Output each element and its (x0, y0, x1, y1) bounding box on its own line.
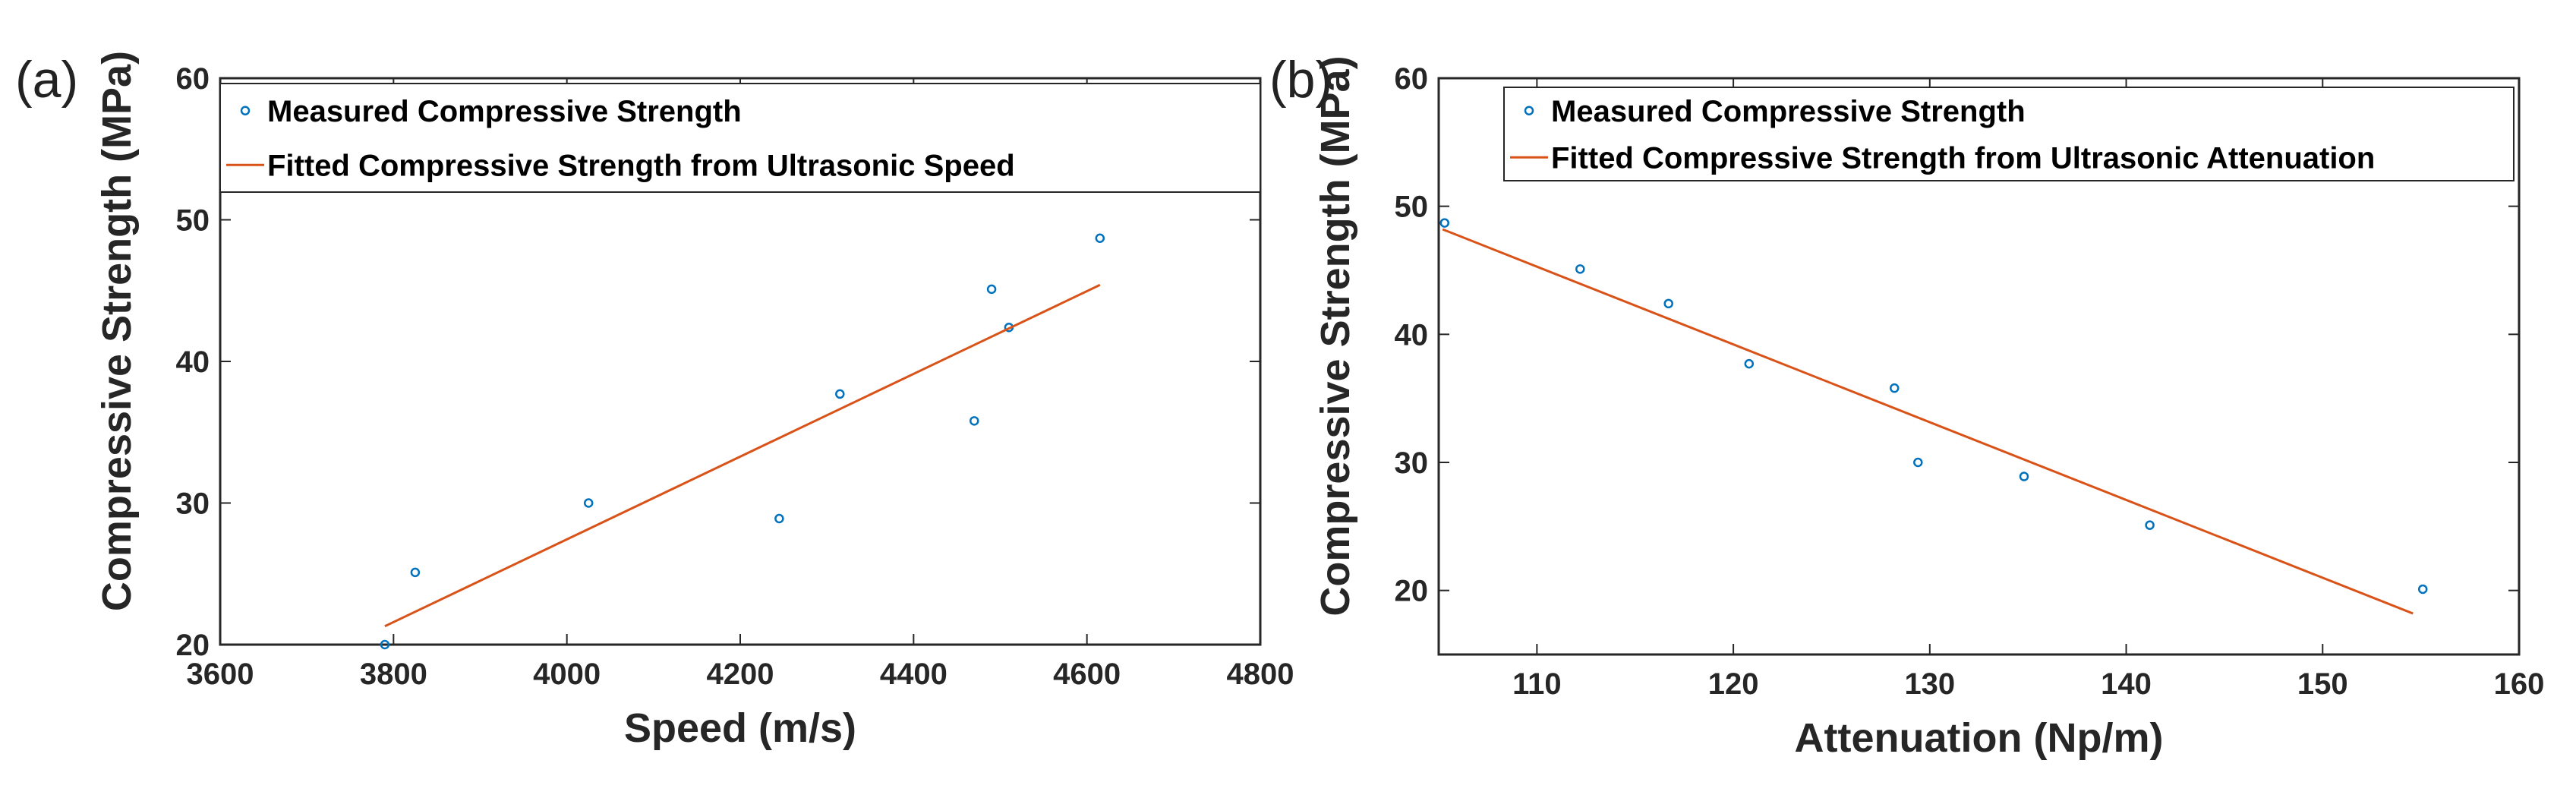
legend-box (1503, 87, 2515, 181)
legend-point-marker (1524, 106, 1534, 115)
chart-panel-1: 3600 3800 4000 4200 4400 4600 4800 20 30 40 50 60 Sp… (15, 51, 1294, 751)
legend: Measured Compressive Strength Fitted Comp… (1503, 87, 2515, 181)
x-tick-label: 4200 (707, 658, 774, 691)
x-tick-label: 3600 (187, 658, 254, 691)
data-point (1913, 457, 1923, 468)
y-tick-label: 50 (1395, 191, 1429, 224)
x-tick-label: 3800 (360, 658, 427, 691)
y-tick-label: 40 (176, 345, 210, 379)
panel-label: (b) (1269, 51, 1332, 109)
legend-box (219, 83, 1261, 193)
data-point (774, 513, 784, 524)
x-tick-label: 4800 (1227, 658, 1294, 691)
y-tick-label: 20 (176, 629, 210, 662)
x-tick-label: 4600 (1053, 658, 1121, 691)
x-tick-label: 160 (2494, 667, 2545, 701)
x-tick-label: 110 (1512, 667, 1562, 701)
y-tick-label: 20 (1395, 575, 1429, 608)
data-point (1439, 218, 1450, 228)
legend-label: Fitted Compressive Strength from Ultraso… (1551, 141, 2375, 175)
x-axis-title: Attenuation (Np/m) (1795, 715, 2164, 761)
fit-line (1442, 228, 2414, 615)
data-point (1889, 383, 1900, 393)
x-tick-label: 140 (2101, 667, 2152, 701)
y-axis-title: Compressive Strength (MPa) (1313, 55, 1358, 616)
data-point (835, 389, 845, 399)
data-point (2145, 520, 2155, 530)
x-tick-label: 130 (1904, 667, 1955, 701)
y-tick-label: 30 (1395, 446, 1429, 480)
legend-label: Measured Compressive Strength (1551, 95, 2026, 128)
data-point (380, 639, 390, 650)
x-axis-title: Speed (m/s) (624, 705, 856, 751)
data-point (986, 284, 997, 295)
y-tick-label: 30 (176, 487, 210, 521)
data-point (2417, 584, 2428, 595)
y-tick-label: 60 (1395, 62, 1429, 96)
data-point (2019, 472, 2029, 481)
y-axis-title: Compressive Strength (MPa) (94, 51, 140, 611)
x-tick-label: 150 (2297, 667, 2348, 701)
y-tick-label: 40 (1395, 318, 1429, 352)
x-tick-label: 4400 (880, 658, 947, 691)
fit-line (384, 283, 1101, 628)
legend: Measured Compressive Strength Fitted Comp… (219, 83, 1261, 193)
x-tick-label: 4000 (533, 658, 601, 691)
legend-point-marker (240, 106, 251, 115)
data-point (1744, 358, 1755, 369)
legend-label: Measured Compressive Strength (267, 95, 742, 128)
panel-label: (a) (15, 51, 78, 109)
data-point (583, 498, 594, 508)
data-point (970, 416, 979, 426)
data-point (410, 567, 421, 578)
x-tick-label: 120 (1708, 667, 1759, 701)
legend-label: Fitted Compressive Strength from Ultraso… (267, 149, 1015, 182)
data-point (1663, 298, 1673, 309)
y-tick-label: 50 (176, 204, 210, 238)
data-point (1095, 233, 1105, 243)
y-tick-label: 60 (176, 62, 210, 96)
chart-panel-2: 110 120 130 140 150 160 20 30 40 50 60 Attenuation … (1269, 51, 2544, 761)
data-point (1575, 264, 1585, 274)
